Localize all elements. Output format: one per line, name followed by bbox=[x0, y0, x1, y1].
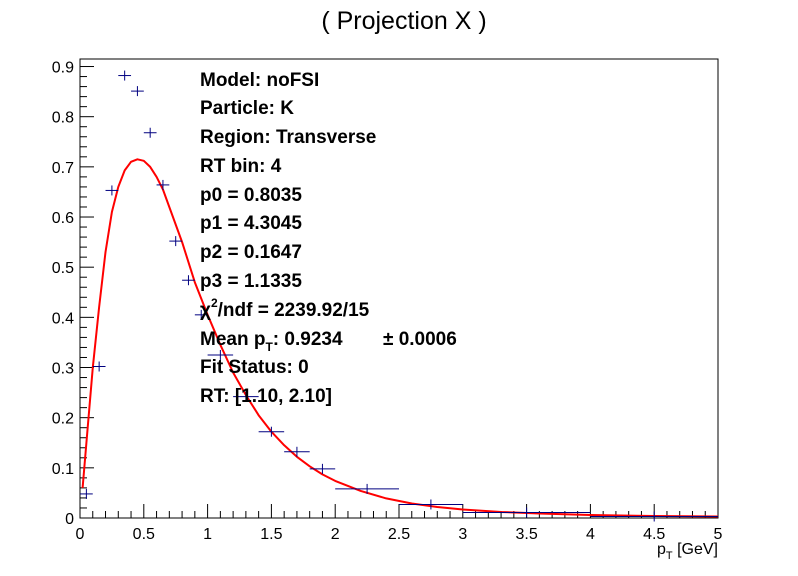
mean-label: Mean p bbox=[200, 329, 265, 350]
stat-rt-bin: RT bin: 4 bbox=[200, 156, 282, 177]
y-tick-label: 0.9 bbox=[52, 60, 74, 77]
x-tick-label: 4 bbox=[586, 526, 595, 543]
data-point bbox=[233, 391, 259, 402]
chi2-superscript: 2 bbox=[211, 296, 218, 310]
data-point bbox=[590, 511, 718, 522]
data-point bbox=[131, 86, 144, 97]
mean-error: ± 0.0006 bbox=[383, 329, 457, 350]
data-point bbox=[258, 426, 285, 437]
y-tick-label: 0.4 bbox=[52, 310, 74, 327]
x-axis-title: pT [GeV] bbox=[657, 541, 718, 562]
stat-p3: p3 = 1.1335 bbox=[200, 271, 302, 292]
x-tick-label: 2.5 bbox=[388, 526, 410, 543]
stat-p2: p2 = 0.1647 bbox=[200, 242, 302, 263]
data-point bbox=[118, 70, 132, 81]
x-axis-title-main: p bbox=[657, 541, 666, 558]
chi2-symbol: χ bbox=[200, 300, 211, 321]
stat-region: Region: Transverse bbox=[200, 127, 376, 148]
data-points-layer bbox=[80, 70, 718, 522]
x-tick-label: 1.5 bbox=[260, 526, 282, 543]
y-tick-label: 0.6 bbox=[52, 210, 74, 227]
data-point bbox=[92, 361, 106, 372]
y-tick-labels: 0 0.1 0.2 0.3 0.4 0.5 0.6 0.7 0.8 0.9 bbox=[52, 60, 74, 528]
data-point bbox=[335, 483, 399, 494]
data-point bbox=[182, 275, 195, 286]
data-point bbox=[194, 309, 208, 320]
data-point bbox=[105, 185, 119, 196]
x-tick-label: 2 bbox=[331, 526, 340, 543]
x-tick-label: 0.5 bbox=[133, 526, 155, 543]
x-tick-labels: 0 0.5 1 1.5 2 2.5 3 3.5 4 4.5 5 bbox=[76, 526, 723, 543]
data-point bbox=[169, 236, 183, 247]
x-tick-label: 3 bbox=[458, 526, 467, 543]
fit-curve-layer bbox=[81, 158, 719, 518]
stat-model: Model: noFSI bbox=[200, 70, 319, 91]
mean-value: : 0.9234 bbox=[273, 329, 343, 350]
x-tick-label: 5 bbox=[714, 526, 723, 543]
data-point bbox=[80, 488, 93, 499]
chart-title: ( Projection X ) bbox=[321, 7, 486, 35]
y-tick-label: 0.8 bbox=[52, 110, 74, 127]
data-point bbox=[309, 463, 336, 474]
x-axis-title-sub: T bbox=[666, 550, 673, 562]
x-tick-label: 1 bbox=[203, 526, 212, 543]
y-tick-label: 0.2 bbox=[52, 411, 74, 428]
fit-curve bbox=[81, 158, 719, 518]
y-tick-label: 0.3 bbox=[52, 361, 74, 378]
data-point bbox=[399, 499, 463, 510]
y-tick-label: 0.7 bbox=[52, 160, 74, 177]
stat-p1: p1 = 4.3045 bbox=[200, 213, 302, 234]
data-point bbox=[207, 349, 234, 360]
stat-mean: Mean pT: 0.9234 ± 0.0006 bbox=[200, 329, 457, 354]
y-tick-label: 0.1 bbox=[52, 461, 74, 478]
data-point bbox=[143, 127, 157, 138]
data-point bbox=[156, 179, 170, 190]
fit-stats-box: Model: noFSI Particle: K Region: Transve… bbox=[200, 70, 457, 407]
data-point bbox=[284, 446, 310, 457]
stat-rt-range: RT: [1.10, 2.10] bbox=[200, 386, 332, 407]
x-tick-label: 4.5 bbox=[643, 526, 665, 543]
stat-fit-status: Fit Status: 0 bbox=[200, 357, 309, 378]
x-axis-title-unit: [GeV] bbox=[673, 541, 718, 558]
chi2-value: /ndf = 2239.92/15 bbox=[218, 300, 370, 321]
y-tick-label: 0.5 bbox=[52, 260, 74, 277]
data-point bbox=[462, 507, 591, 518]
stat-p0: p0 = 0.8035 bbox=[200, 185, 302, 206]
stat-particle: Particle: K bbox=[200, 98, 294, 119]
x-tick-label: 3.5 bbox=[515, 526, 537, 543]
x-tick-label: 0 bbox=[76, 526, 85, 543]
y-tick-label: 0 bbox=[65, 511, 74, 528]
mean-subscript: T bbox=[265, 340, 273, 354]
stat-chi2: χ2/ndf = 2239.92/15 bbox=[200, 296, 370, 321]
